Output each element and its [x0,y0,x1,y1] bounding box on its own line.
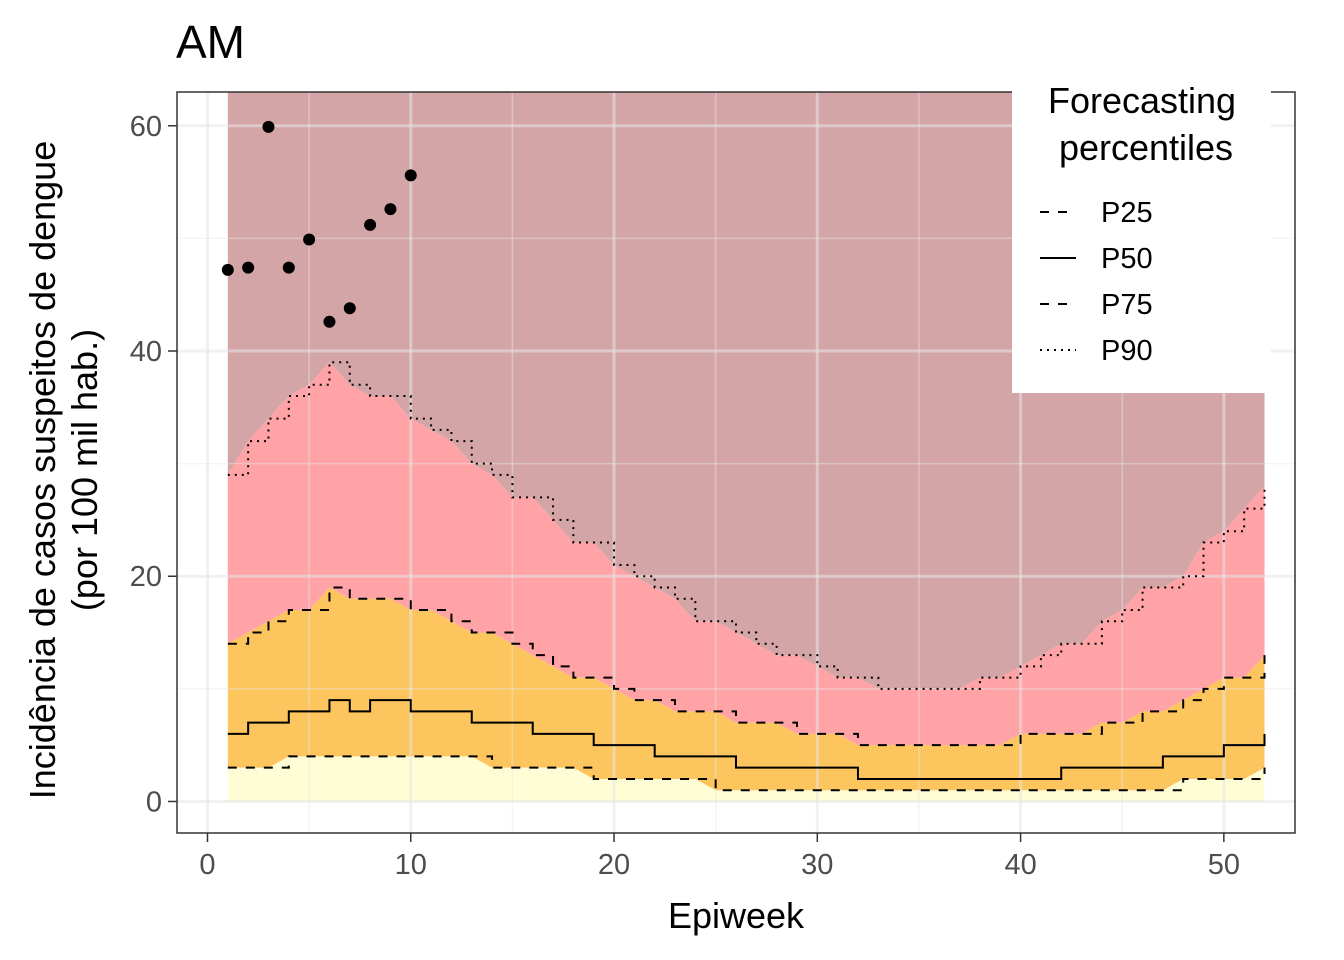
legend-label-p25: P25 [1101,197,1153,229]
plot-border [176,91,1296,834]
chart-title: AM [176,16,245,68]
observed-point [404,169,417,182]
x-tick-label: 50 [1208,849,1240,881]
observed-points [221,120,417,328]
y-tick-label: 60 [130,111,162,143]
line-p50 [227,699,1266,780]
legend-title-line-2: percentiles [1059,127,1233,168]
forecast-bands [227,92,1265,802]
legend: Forecasting percentiles P25 P50 P75 P90 [1012,80,1271,393]
observed-point [221,263,234,276]
y-tick-label: 20 [130,561,162,593]
legend-label-p90: P90 [1101,335,1153,367]
legend-label-p75: P75 [1101,289,1153,321]
observed-point [242,261,255,274]
band-p75-p90 [227,362,1265,746]
x-tick-label: 20 [598,849,630,881]
band-p25-p75 [227,587,1265,791]
observed-point [323,315,336,328]
y-axis-label-line-1: Incidência de casos suspeitos de dengue [22,141,63,799]
x-tick-label: 0 [199,849,215,881]
legend-entries: P25 P50 P75 P90 [1040,197,1153,367]
x-tick-label: 40 [1004,849,1036,881]
y-axis-label-line-2: (por 100 mil hab.) [64,329,105,611]
observed-point [262,120,275,133]
legend-title-line-1: Forecasting [1048,80,1236,121]
x-axis-label: Epiweek [668,895,805,936]
observed-point [384,203,397,216]
x-tick-label: 30 [801,849,833,881]
band-above-p90 [227,92,1265,689]
observed-point [364,218,377,231]
y-axis-label: Incidência de casos suspeitos de dengue … [22,141,105,799]
axes: 0 10 20 30 40 50 0 20 40 60 [130,111,1240,881]
observed-point [303,233,316,246]
y-tick-label: 0 [146,786,162,818]
observed-point [343,302,356,315]
legend-label-p50: P50 [1101,243,1153,275]
observed-point [282,261,295,274]
line-p25 [227,755,1266,792]
x-tick-label: 10 [395,849,427,881]
line-p90 [227,361,1266,690]
y-tick-label: 40 [130,336,162,368]
percentile-lines [227,361,1266,792]
legend-background [1012,80,1271,393]
band-below-p25 [227,756,1265,802]
line-p75 [227,586,1266,747]
